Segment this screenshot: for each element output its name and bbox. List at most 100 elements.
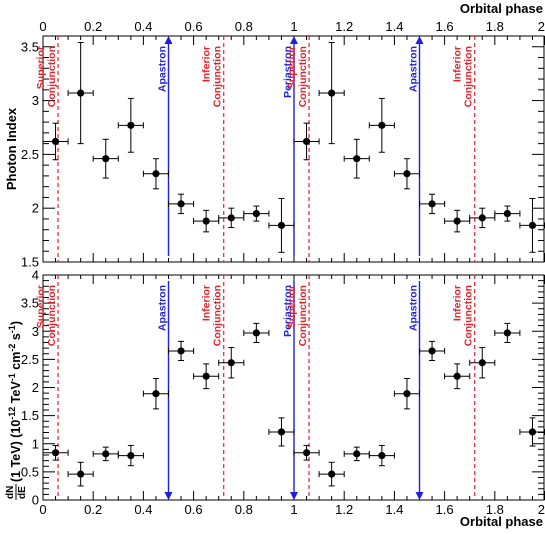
data-point — [92, 446, 119, 462]
data-point — [393, 158, 420, 190]
unit-part: (1 TeV) (10 — [9, 420, 23, 482]
periastron-label: Periastron — [282, 285, 294, 337]
data-point — [42, 122, 69, 161]
data-point — [469, 207, 496, 229]
data-point — [117, 97, 144, 153]
bottom-x-tick-label: 0.6 — [185, 502, 203, 517]
y-tick-label: 4 — [32, 268, 39, 283]
inferior-label: Conjunction — [463, 285, 475, 346]
data-marker — [51, 137, 60, 146]
bottom-x-tick-label: 1.6 — [436, 502, 454, 517]
superior-marker: Superior Conjunction — [286, 275, 310, 500]
unit-part: TeV — [9, 381, 23, 407]
apastron-marker: Apastron — [157, 36, 173, 256]
data-point — [494, 205, 521, 222]
apastron-marker: Apastron — [408, 281, 424, 500]
arrow-head-icon — [415, 36, 424, 44]
data-marker — [478, 214, 486, 222]
data-marker — [328, 470, 336, 478]
data-marker — [378, 121, 386, 129]
periastron-label: Periastron — [282, 46, 294, 98]
apastron-marker: Apastron — [157, 281, 173, 500]
arrow-head-icon — [290, 36, 298, 44]
top-x-tick-label: 1.2 — [335, 19, 353, 34]
bottom-x-tick-label: 1.2 — [335, 502, 353, 517]
data-point — [142, 158, 169, 190]
data-marker — [302, 449, 311, 457]
bottom-x-tick-label: 0.2 — [84, 502, 102, 517]
periastron-marker: Periastron — [282, 36, 298, 256]
apastron-label: Apastron — [408, 285, 420, 331]
top-x-tick-label: 0.6 — [185, 19, 203, 34]
data-marker — [177, 347, 185, 355]
data-marker — [503, 209, 511, 218]
bottom-x-tick-label: 0.4 — [134, 502, 152, 517]
unit-part: cm — [9, 352, 23, 374]
top-x-tick-label: 1.8 — [486, 19, 504, 34]
top-x-tick-label: 1.4 — [385, 19, 403, 34]
apastron-label: Apastron — [157, 285, 169, 331]
top-x-tick-label: 1 — [290, 19, 297, 34]
bottom-x-tick-label: 1.8 — [486, 502, 504, 517]
data-marker — [328, 89, 336, 97]
data-marker — [152, 170, 160, 178]
top-x-axis-title: Orbital phase — [460, 1, 543, 16]
data-marker — [453, 217, 461, 225]
bottom-y-axis-title: dN dE(1 TeV) (10-12 TeV-1 cm-2 s-1) — [5, 321, 28, 500]
data-marker — [503, 329, 511, 337]
data-point — [67, 461, 94, 487]
superscript: -2 — [7, 344, 17, 352]
y-tick-label: 2.5 — [21, 147, 39, 162]
bottom-x-tick-label: 1.4 — [385, 502, 403, 517]
y-tick-label: 2.5 — [21, 352, 39, 367]
superior-marker: Superior Conjunction — [35, 36, 59, 262]
arrow-head-icon — [415, 492, 424, 500]
data-marker — [478, 359, 486, 367]
top-x-tick-label: 0.4 — [134, 19, 152, 34]
top-x-tick-label: 2 — [538, 19, 545, 34]
data-point — [519, 198, 545, 253]
data-point — [117, 444, 144, 467]
data-point — [444, 209, 471, 233]
y-tick-label: 3 — [32, 93, 39, 108]
y-tick-label: 3.5 — [21, 39, 39, 54]
data-marker — [152, 390, 160, 398]
data-point — [343, 138, 370, 179]
data-marker — [77, 470, 85, 478]
arrow-head-icon — [290, 492, 298, 500]
data-marker — [277, 428, 286, 436]
data-marker — [252, 209, 260, 218]
y-tick-label: 2 — [32, 380, 39, 395]
y-tick-label: 3 — [32, 324, 39, 339]
top-orbital-phase-axis: 0 0.2 0.4 0.6 0.8 1 1.2 1.4 1.6 1.8 2 Orbital phase — [39, 1, 545, 34]
inferior-label: Conjunction — [212, 285, 224, 346]
data-marker — [202, 372, 210, 380]
data-point — [67, 41, 94, 145]
superior-label: Superior — [35, 285, 47, 328]
data-marker — [353, 155, 361, 163]
data-point — [243, 322, 270, 343]
top-y-axis-title: Photon Index — [4, 107, 19, 190]
data-marker — [102, 155, 110, 163]
flux-unit-text: (1 TeV) (10-12 TeV-1 cm-2 s-1) — [7, 321, 23, 482]
data-point — [393, 378, 420, 410]
data-marker — [127, 121, 135, 129]
bottom-x-tick-label: 1 — [290, 502, 297, 517]
top-x-tick-label: 1.6 — [436, 19, 454, 34]
data-point — [519, 417, 545, 447]
data-marker — [378, 451, 386, 460]
data-point — [293, 444, 320, 461]
inferior-marker: Inferior Conjunction — [201, 36, 225, 262]
inferior-label: Conjunction — [463, 46, 475, 107]
data-marker — [428, 347, 436, 355]
bottom-x-tick-label: 2 — [538, 502, 545, 517]
data-point — [318, 461, 345, 487]
superior-label: Conjunction — [46, 46, 58, 107]
data-point — [268, 198, 295, 253]
inferior-label: Inferior — [452, 46, 464, 82]
data-marker — [528, 428, 537, 436]
